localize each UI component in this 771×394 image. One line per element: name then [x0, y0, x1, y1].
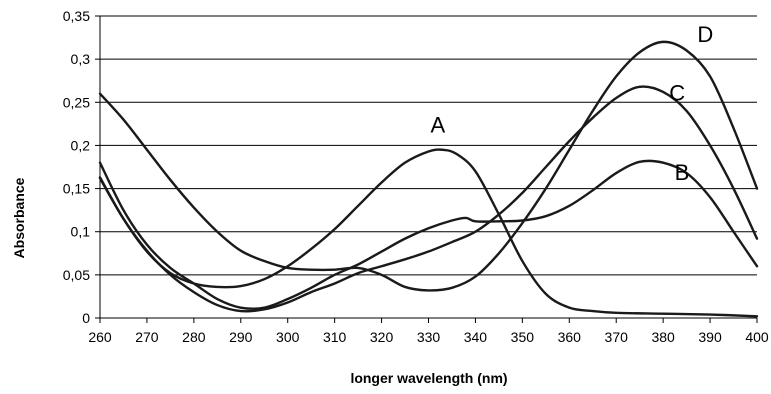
series-label-a: A — [431, 112, 446, 137]
x-axis-title: longer wavelength (nm) — [350, 370, 507, 386]
series-line-d — [98, 40, 759, 292]
series-label-d: D — [697, 22, 713, 47]
y-tick-label: 0,05 — [63, 267, 90, 283]
y-tick-label: 0,2 — [71, 137, 91, 153]
x-tick-label: 320 — [370, 329, 394, 345]
series-lines — [98, 40, 759, 318]
x-tick-label: 330 — [417, 329, 441, 345]
x-tick-label: 400 — [745, 329, 769, 345]
y-tick-labels: 0 0,05 0,1 0,15 0,2 0,25 0,3 0,35 — [63, 8, 90, 326]
x-tick-label: 280 — [182, 329, 206, 345]
x-tick-label: 350 — [511, 329, 535, 345]
x-tick-label: 370 — [605, 329, 629, 345]
y-tick-label: 0,1 — [71, 224, 91, 240]
x-tick-labels: 260 270 280 290 300 310 320 330 340 350 360 370 380 3… — [88, 329, 769, 345]
x-tick-label: 340 — [464, 329, 488, 345]
series-label-c: C — [669, 81, 685, 106]
series-line-a — [98, 148, 759, 318]
y-tick-label: 0 — [82, 310, 90, 326]
x-tick-label: 270 — [135, 329, 159, 345]
y-axis-title: Absorbance — [11, 177, 27, 258]
x-tick-label: 310 — [323, 329, 347, 345]
series-line-b — [98, 159, 759, 310]
x-tick-label: 260 — [88, 329, 112, 345]
y-tick-label: 0,35 — [63, 8, 90, 24]
x-tick-label: 290 — [229, 329, 253, 345]
axes — [95, 15, 758, 323]
x-tick-label: 390 — [698, 329, 722, 345]
gridlines — [100, 15, 757, 276]
x-tick-label: 380 — [651, 329, 675, 345]
series-label-b: B — [675, 160, 690, 185]
x-tick-label: 300 — [276, 329, 300, 345]
y-tick-label: 0,15 — [63, 181, 90, 197]
x-tick-label: 360 — [558, 329, 582, 345]
series-labels: A B C D — [431, 22, 714, 185]
y-tick-label: 0,3 — [71, 51, 91, 67]
series-line-c — [98, 85, 759, 313]
y-tick-label: 0,25 — [63, 94, 90, 110]
